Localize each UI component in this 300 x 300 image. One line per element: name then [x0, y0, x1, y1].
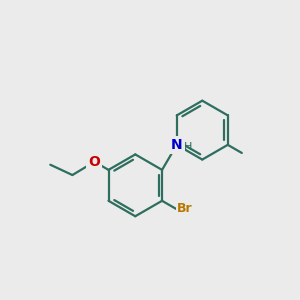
Text: Br: Br	[177, 202, 193, 215]
Text: O: O	[88, 155, 101, 169]
Text: N: N	[171, 138, 183, 152]
Text: H: H	[184, 142, 192, 152]
